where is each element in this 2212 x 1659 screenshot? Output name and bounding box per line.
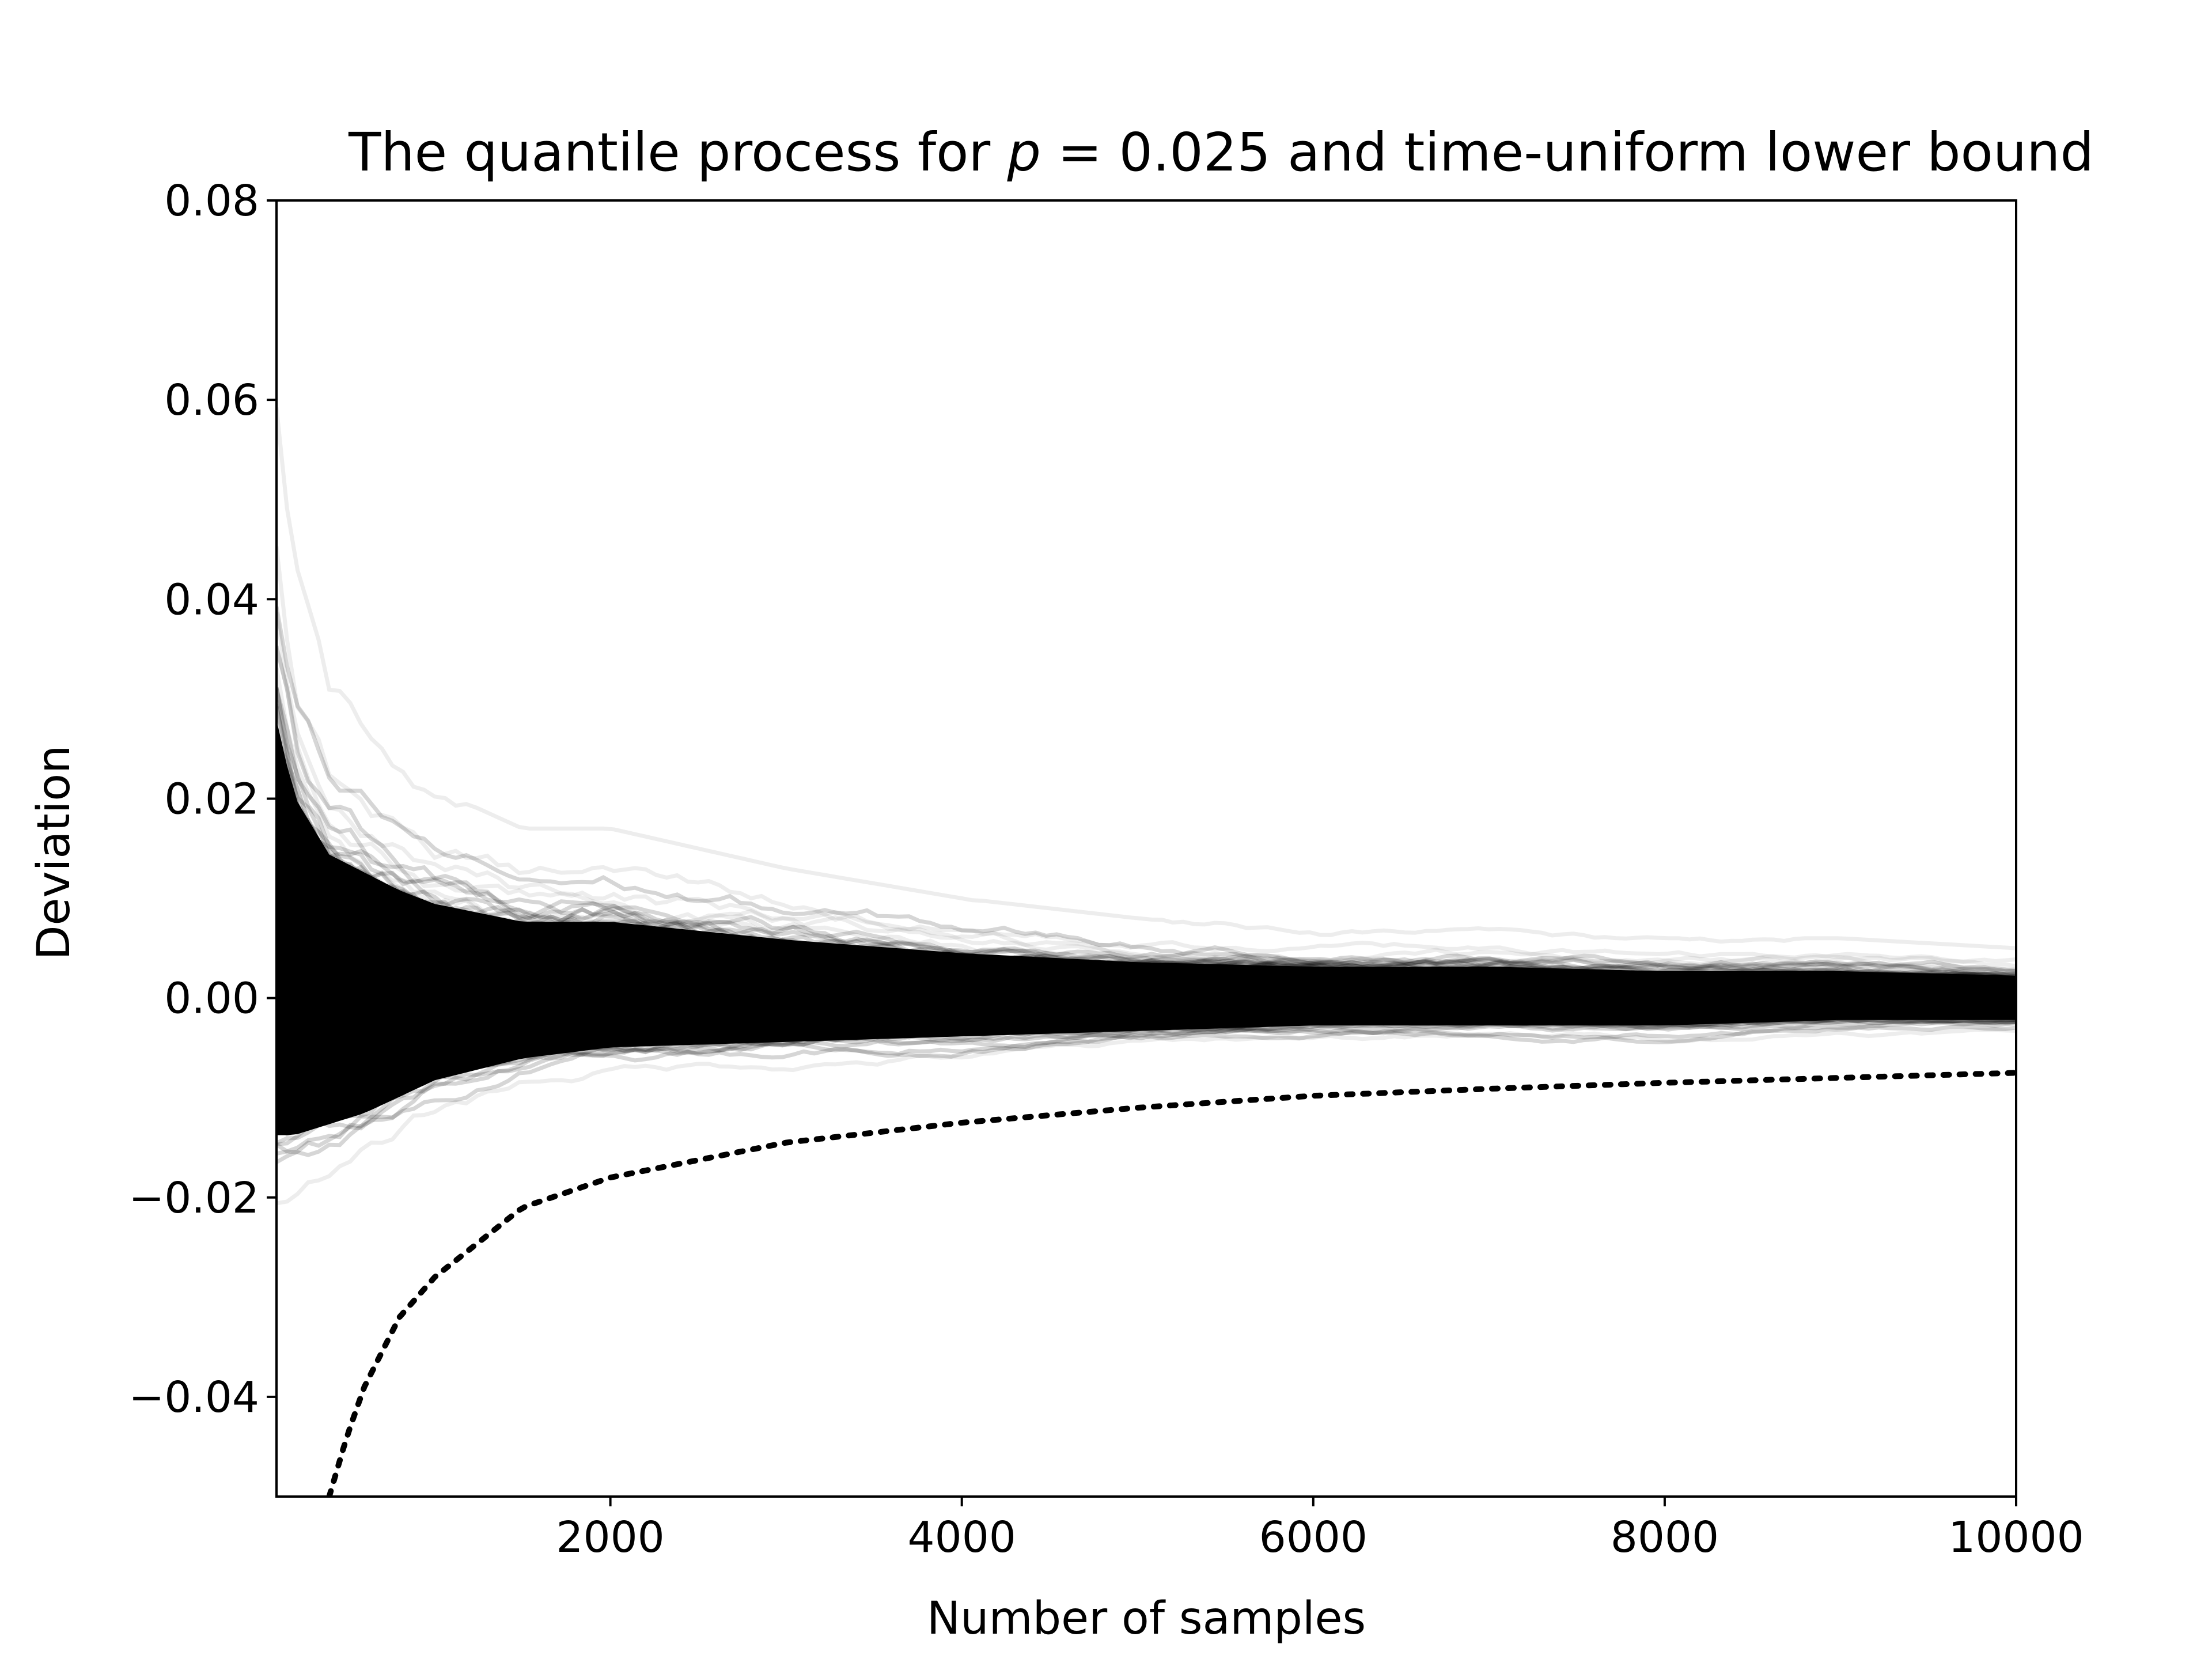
plot-area <box>276 407 2016 1497</box>
y-tick-label: 0.02 <box>164 774 259 824</box>
x-tick-label: 2000 <box>556 1513 664 1562</box>
quantile-path <box>276 606 2016 974</box>
quantile-path <box>276 407 2016 950</box>
quantile-path <box>276 647 2016 974</box>
y-tick-label: 0.00 <box>164 974 259 1024</box>
y-axis-label: Deviation <box>28 745 80 960</box>
y-tick-label: 0.08 <box>164 176 259 226</box>
x-tick-label: 6000 <box>1259 1513 1368 1562</box>
axes-frame <box>275 199 2017 1498</box>
y-axis: −0.04 −0.02 0.00 0.02 0.04 0.06 0.08 <box>128 176 276 1422</box>
x-tick-label: 10000 <box>1948 1513 2084 1562</box>
quantile-path <box>276 645 2016 974</box>
chart-title-prefix: The quantile process for <box>348 122 1007 183</box>
x-tick-label: 4000 <box>908 1513 1016 1562</box>
quantile-path <box>276 688 2016 982</box>
chart-title-suffix: and time-uniform lower bound <box>1271 122 2094 183</box>
x-axis-label: Number of samples <box>927 1593 1366 1645</box>
quantile-process-paths <box>276 407 2016 1206</box>
quantile-path <box>276 546 2016 968</box>
y-tick-label: 0.04 <box>164 575 259 624</box>
quantile-path <box>276 1021 2016 1137</box>
quantile-path <box>276 1028 2016 1206</box>
x-tick-label: 8000 <box>1611 1513 1719 1562</box>
chart-title: The quantile process for p = 0.025 and t… <box>348 122 2094 183</box>
y-tick-label: −0.02 <box>128 1173 259 1223</box>
chart-title-math-var: p <box>1006 122 1040 183</box>
lower-bound-line <box>326 1070 2016 1497</box>
x-axis: 2000 4000 6000 8000 10000 <box>556 1497 2084 1562</box>
quantile-path <box>276 706 2016 978</box>
y-tick-label: 0.06 <box>164 376 259 425</box>
quantile-core-band <box>276 719 2016 1135</box>
y-tick-label: −0.04 <box>128 1373 259 1422</box>
chart-title-math-eq: = 0.025 <box>1041 122 1271 183</box>
quantile-path <box>276 611 2016 967</box>
